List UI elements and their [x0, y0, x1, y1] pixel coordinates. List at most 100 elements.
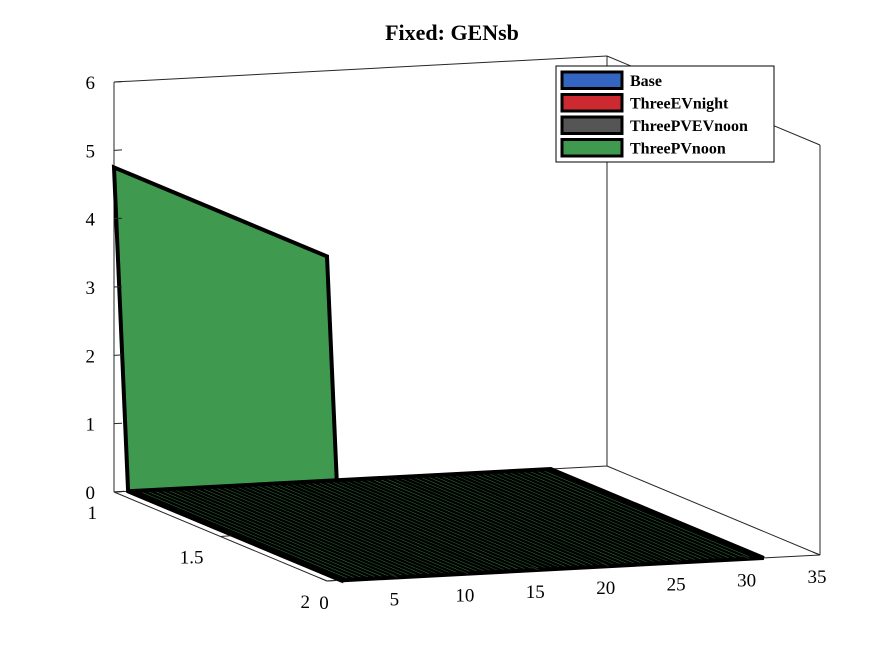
x-tick-label: 10 — [455, 586, 474, 607]
ribbon-edge — [495, 470, 710, 563]
x-tick — [460, 570, 469, 575]
ribbon-edge — [325, 479, 540, 572]
ribbon-edge — [352, 478, 567, 570]
legend-label: Base — [630, 73, 662, 90]
x-tick — [389, 573, 398, 578]
ribbon-edge — [366, 477, 581, 569]
ribbon-edge — [332, 479, 547, 571]
z-tick-label: 3 — [86, 278, 96, 299]
ribbon-edge — [427, 474, 642, 566]
ribbon-edge — [386, 476, 601, 568]
z-tick-label: 1 — [86, 415, 96, 436]
ribbon-edge — [475, 471, 690, 564]
ribbon-edge — [161, 488, 376, 580]
z-tick-label: 0 — [86, 483, 96, 504]
x-tick — [741, 555, 750, 560]
y-tick-label: 1 — [88, 503, 98, 524]
chart-title: Fixed: GENsb — [385, 20, 519, 45]
z-tick-label: 5 — [86, 141, 96, 162]
y-tick — [113, 490, 125, 493]
ribbon-edge — [400, 475, 615, 568]
ribbon-edge — [441, 473, 656, 565]
x-tick — [671, 558, 680, 563]
legend-swatch — [560, 93, 624, 113]
legend-swatch — [560, 138, 624, 158]
ribbon-edge — [270, 482, 485, 574]
legend: Base ThreeEVnight ThreePVEVnoon ThreePVnoon — [555, 65, 775, 163]
ribbon-edge — [420, 474, 635, 567]
x-tick-label: 5 — [390, 589, 400, 610]
ribbon-edge — [250, 483, 465, 575]
ribbon-edge — [202, 486, 417, 578]
z-tick-label: 4 — [86, 210, 96, 231]
ribbon-edge — [345, 478, 560, 570]
ribbon-edge — [372, 477, 587, 569]
legend-swatch — [560, 115, 624, 135]
ribbon-edge — [236, 484, 451, 576]
ribbon-edge — [502, 470, 717, 562]
x-tick — [319, 577, 328, 582]
ribbon-edge — [543, 468, 758, 560]
legend-swatch — [560, 70, 624, 90]
x-tick — [601, 562, 609, 567]
ribbon-edge — [359, 477, 574, 570]
ribbon-edge — [434, 473, 649, 566]
axes-box-edge — [113, 55, 608, 83]
ribbon-edge — [318, 479, 533, 572]
ribbon-edge — [488, 471, 703, 563]
ribbon-edge — [454, 472, 669, 565]
ribbon-edge — [209, 485, 424, 578]
plot-surfaces — [111, 164, 765, 584]
x-tick-label: 35 — [808, 567, 827, 588]
ribbon-edge — [243, 483, 458, 576]
ribbon-edge — [277, 482, 492, 574]
ribbon-edge — [141, 489, 356, 581]
legend-label: ThreePVEVnoon — [630, 118, 748, 135]
ribbon-edge — [413, 474, 628, 567]
y-tick — [326, 579, 338, 582]
y-tick — [220, 535, 231, 537]
x-tick-label: 15 — [526, 582, 545, 603]
ribbon-edge — [284, 481, 499, 574]
ribbon-edge — [182, 487, 397, 579]
ribbon-edge — [393, 476, 608, 568]
ribbon-edge — [447, 473, 662, 565]
x-tick-label: 30 — [737, 571, 756, 592]
ribbon-edge — [516, 469, 731, 561]
axes-box-edge — [606, 465, 821, 556]
x-tick — [530, 566, 539, 571]
ribbon-edge — [461, 472, 676, 564]
ribbon-edge — [175, 487, 390, 579]
legend-label: ThreeEVnight — [630, 96, 729, 113]
ribbon-edge — [257, 483, 472, 575]
ribbon-edge — [468, 472, 683, 564]
y-tick-label: 2 — [301, 592, 311, 613]
ribbon-edge — [338, 478, 553, 571]
x-tick — [812, 551, 821, 556]
ribbon-edge — [509, 469, 724, 562]
ribbon-edge — [297, 481, 512, 573]
z-tick-label: 2 — [86, 346, 96, 367]
x-tick-label: 25 — [667, 574, 686, 595]
ribbon-edge — [195, 486, 410, 578]
x-tick-label: 20 — [596, 578, 615, 599]
ribbon-edge — [311, 480, 526, 572]
ribbon-edge — [223, 485, 438, 577]
legend-label: ThreePVnoon — [630, 141, 726, 158]
ribbon-edge — [188, 486, 403, 579]
ribbon-edge — [263, 482, 478, 575]
ribbon-edge — [148, 488, 363, 581]
ribbon-edge — [229, 484, 444, 577]
ribbon-edge — [291, 481, 506, 573]
ribbon-edge — [216, 485, 431, 577]
ribbon-edge — [536, 468, 751, 560]
z-tick-label: 6 — [86, 73, 96, 94]
y-tick-label: 1.5 — [180, 548, 204, 569]
ribbon-edge — [134, 489, 349, 582]
ribbon-edge — [154, 488, 369, 581]
ribbon-edge — [481, 471, 697, 563]
ribbon-edge — [304, 480, 519, 573]
ribbon-edge — [407, 475, 622, 567]
